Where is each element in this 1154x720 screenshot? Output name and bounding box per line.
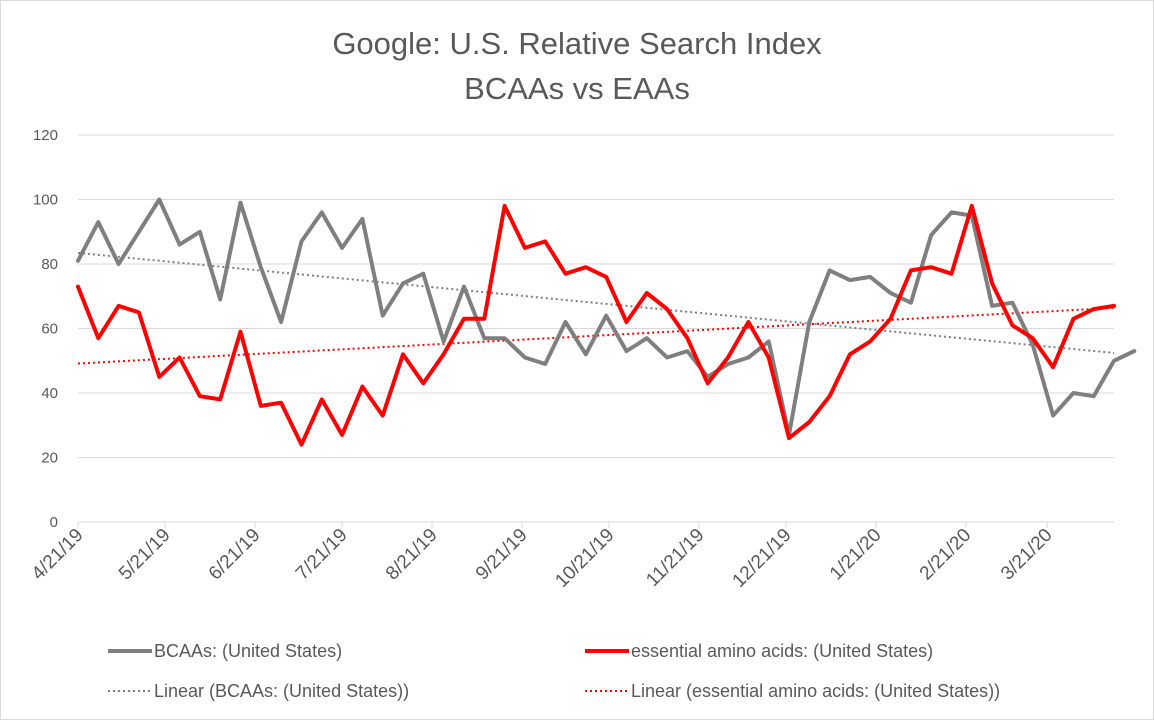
y-tick-label: 0 (50, 514, 58, 531)
legend-label-eaas-trend: Linear (essential amino acids: (United S… (631, 681, 1000, 701)
x-tick-label: 12/21/19 (729, 525, 796, 592)
x-tick-label: 11/21/19 (642, 525, 708, 591)
x-tick-label: 2/21/20 (916, 525, 976, 585)
y-tick-label: 120 (33, 127, 58, 144)
trendlines (77, 251, 1115, 365)
x-tick-label: 4/21/19 (28, 525, 88, 585)
y-tick-label: 100 (33, 192, 58, 209)
y-tick-label: 20 (41, 450, 58, 467)
y-tick-label: 40 (41, 385, 58, 402)
series-line-1 (76, 203, 1116, 447)
legend-label-bcaas: BCAAs: (United States) (154, 641, 342, 661)
x-tick-label: 5/21/19 (115, 525, 175, 585)
series-line-0 (76, 197, 1137, 437)
x-tick-label: 7/21/19 (292, 525, 352, 585)
x-tick-label: 6/21/19 (205, 525, 265, 585)
axes: 0 20 40 60 80 100 120 4/21/19 5/21/19 6/21/19 7/21… (28, 127, 1114, 592)
trendline-0 (77, 251, 1115, 354)
x-tick-label: 8/21/19 (382, 525, 442, 585)
y-tick-label: 60 (41, 321, 58, 338)
x-tick-label: 9/21/19 (472, 525, 532, 585)
x-tick-label: 10/21/19 (551, 525, 618, 592)
chart-title: Google: U.S. Relative Search Index (332, 26, 822, 61)
x-tick-label: 3/21/20 (997, 525, 1057, 585)
x-tick-label: 1/21/20 (826, 525, 886, 585)
chart-subtitle: BCAAs vs EAAs (464, 71, 690, 106)
legend: BCAAs: (United States) essential amino a… (108, 641, 1000, 701)
legend-label-bcaas-trend: Linear (BCAAs: (United States)) (154, 681, 409, 701)
gridlines (78, 134, 1114, 458)
y-tick-label: 80 (41, 256, 58, 273)
series-lines (76, 197, 1137, 447)
legend-label-eaas: essential amino acids: (United States) (631, 641, 933, 661)
